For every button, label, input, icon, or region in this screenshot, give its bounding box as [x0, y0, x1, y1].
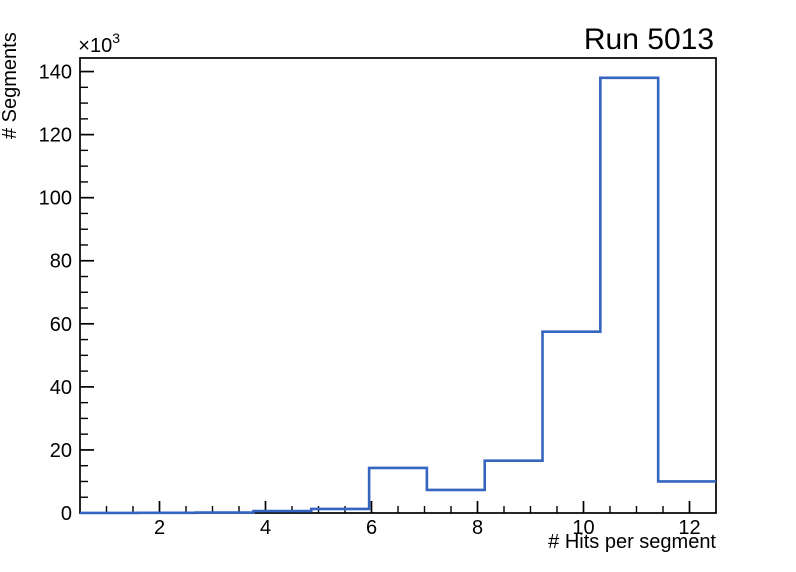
histogram-step-line — [80, 76, 716, 515]
plot-frame — [79, 57, 717, 514]
x-tick-label: 6 — [366, 517, 377, 539]
y-tick-label: 20 — [50, 440, 72, 462]
y-tick-label: 40 — [50, 377, 72, 399]
y-axis-multiplier: ×103 — [78, 30, 120, 57]
plot-title: Run 5013 — [584, 23, 714, 56]
x-tick-label: 12 — [678, 517, 700, 539]
y-axis-multiplier-base: ×10 — [78, 35, 112, 57]
x-tick-label: 2 — [154, 517, 165, 539]
y-tick-label: 80 — [50, 251, 72, 273]
y-tick-label: 0 — [61, 503, 72, 525]
x-tick-label: 8 — [472, 517, 483, 539]
y-axis-title: # Segments — [0, 32, 21, 139]
x-tick-label: 10 — [572, 517, 594, 539]
y-tick-label: 140 — [39, 62, 72, 84]
y-tick-label: 100 — [39, 188, 72, 210]
x-axis-title: # Hits per segment — [548, 531, 716, 553]
y-axis-multiplier-exponent: 3 — [112, 30, 120, 46]
y-tick-label: 120 — [39, 125, 72, 147]
x-tick-label: 4 — [260, 517, 271, 539]
y-tick-label: 60 — [50, 314, 72, 336]
